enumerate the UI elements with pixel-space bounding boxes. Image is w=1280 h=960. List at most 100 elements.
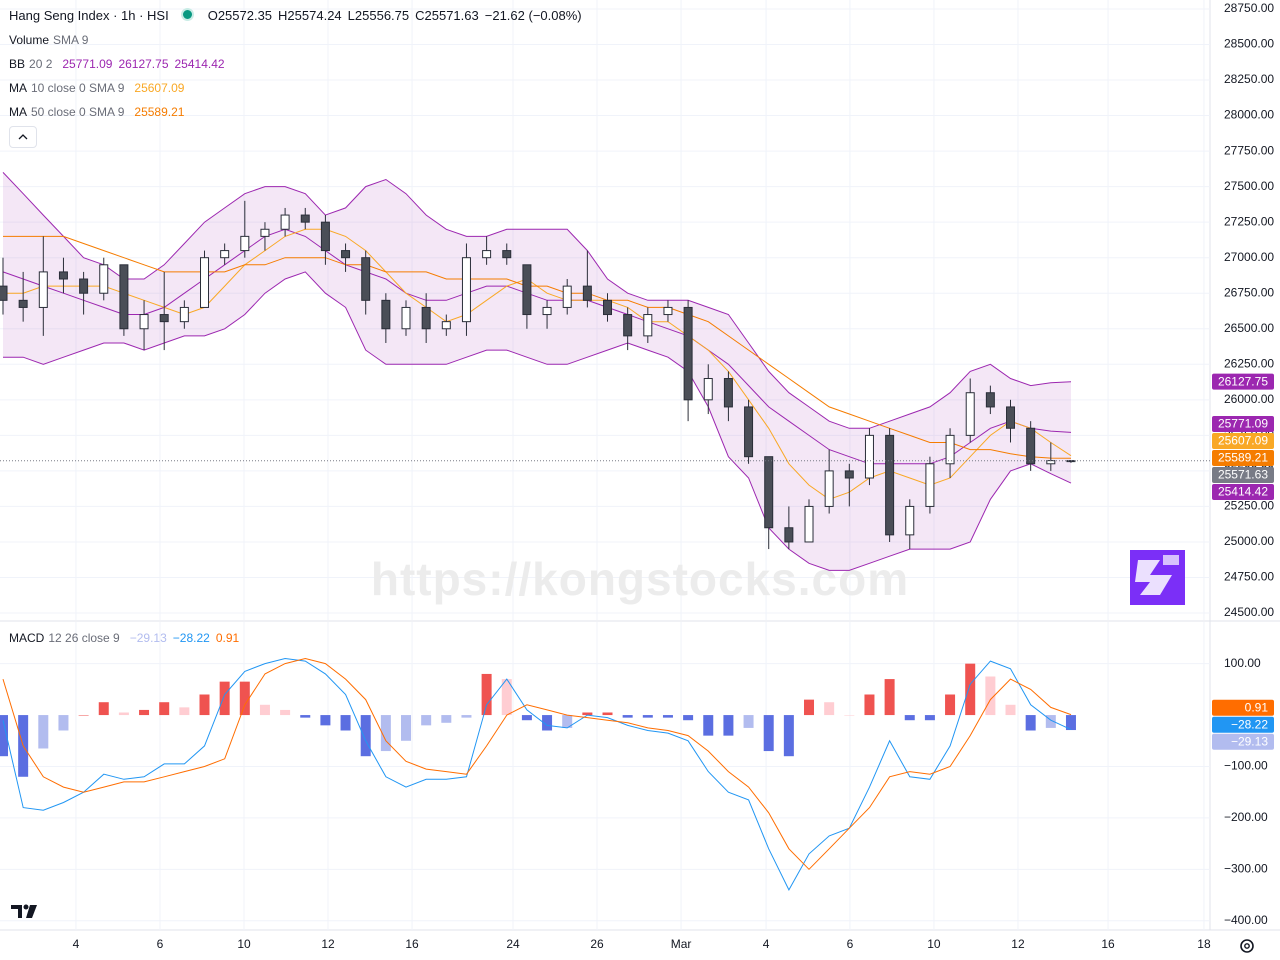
band-fill bbox=[3, 172, 1071, 571]
candle-body bbox=[623, 314, 633, 337]
price-tag bbox=[1212, 716, 1274, 733]
indicator-line bbox=[2, 172, 1072, 429]
y-tick-label: 27750.00 bbox=[1224, 143, 1274, 157]
histogram-bar bbox=[844, 715, 855, 716]
candle-body bbox=[341, 250, 351, 259]
y-tick-label: −400.00 bbox=[1224, 913, 1268, 927]
candle-body bbox=[79, 278, 89, 294]
candle-body bbox=[139, 314, 149, 330]
histogram-bar bbox=[582, 712, 593, 716]
legend-value: 26127.75 bbox=[118, 57, 169, 71]
histogram-bar bbox=[481, 673, 492, 716]
price-tag bbox=[1212, 373, 1274, 390]
collapse-icon bbox=[18, 134, 28, 140]
price-tag bbox=[1212, 467, 1274, 484]
histogram-bar bbox=[441, 715, 452, 723]
legend-name: MA bbox=[9, 81, 27, 95]
legend-ohlc: H25574.24 bbox=[278, 8, 342, 23]
settings-gear[interactable] bbox=[1240, 939, 1254, 953]
candle-body bbox=[562, 285, 572, 308]
y-tick-label: 25000.00 bbox=[1224, 534, 1274, 548]
price-tag bbox=[1212, 433, 1274, 450]
price-tag-label: 25771.09 bbox=[1218, 417, 1268, 431]
legend-indicator-row[interactable]: MA 50 close 0 SMA 9 25589.21 bbox=[9, 104, 190, 120]
candle-body bbox=[441, 321, 451, 330]
histogram-bar bbox=[602, 712, 613, 716]
macd-line bbox=[2, 657, 1072, 891]
price-tag-label: −28.22 bbox=[1231, 717, 1268, 731]
legend-ohlc: O25572.35 bbox=[207, 8, 273, 23]
candle-body bbox=[925, 463, 935, 507]
y-tick-label: 26750.00 bbox=[1224, 285, 1274, 299]
price-tag-label: 25414.42 bbox=[1218, 485, 1268, 499]
histogram-bar bbox=[461, 715, 472, 718]
candle-body bbox=[320, 221, 330, 252]
candle-body bbox=[643, 314, 653, 337]
candle-body bbox=[885, 434, 895, 536]
price-tag bbox=[1212, 699, 1274, 716]
histogram-bar bbox=[521, 715, 532, 721]
legend-value: 25771.09 bbox=[62, 57, 113, 71]
candle-body bbox=[703, 378, 713, 401]
x-tick-label: 4 bbox=[763, 937, 770, 951]
legend-ohlc: −21.62 (−0.08%) bbox=[484, 8, 582, 23]
legend-name: MACD bbox=[9, 631, 45, 645]
candle-body bbox=[723, 378, 733, 408]
legend-volume-row: Volume SMA 9 bbox=[9, 32, 98, 48]
histogram-bar bbox=[380, 715, 391, 752]
x-tick-label: 26 bbox=[590, 937, 604, 951]
candle-body bbox=[58, 271, 68, 280]
y-tick-label: −100.00 bbox=[1224, 759, 1268, 773]
histogram-bar bbox=[38, 715, 49, 749]
candle-body bbox=[764, 456, 774, 529]
y-tick-label: 100.00 bbox=[1224, 656, 1261, 670]
collapse-legend-button[interactable] bbox=[9, 126, 37, 148]
watermark: https://kongstocks.com bbox=[371, 553, 909, 605]
x-tick-label: 6 bbox=[847, 937, 854, 951]
candle-body bbox=[401, 306, 411, 330]
y-tick-label: 28500.00 bbox=[1224, 37, 1274, 51]
histogram-bar bbox=[1025, 715, 1036, 731]
x-tick-label: 16 bbox=[1101, 937, 1115, 951]
x-tick-label: 4 bbox=[73, 937, 80, 951]
histogram-bar bbox=[965, 663, 976, 716]
candle-body bbox=[1006, 406, 1016, 429]
histogram-bar bbox=[159, 702, 170, 716]
x-tick-label: 16 bbox=[405, 937, 419, 951]
legend-name: BB bbox=[9, 57, 26, 71]
candle-body bbox=[502, 250, 512, 259]
histogram-bar bbox=[642, 715, 653, 718]
histogram-bar bbox=[98, 702, 109, 716]
candle-body bbox=[482, 250, 492, 259]
x-tick-label: 12 bbox=[1011, 937, 1025, 951]
y-tick-label: 26500.00 bbox=[1224, 321, 1274, 335]
histogram-bar bbox=[703, 715, 714, 736]
histogram-bar bbox=[945, 694, 956, 716]
histogram-bar bbox=[824, 702, 835, 716]
legend-value: 25589.21 bbox=[134, 105, 185, 119]
legend-indicator-row[interactable]: MA 10 close 0 SMA 9 25607.09 bbox=[9, 80, 190, 96]
candle-body bbox=[0, 285, 8, 301]
histogram-bar bbox=[985, 676, 996, 716]
x-tick-label: 10 bbox=[237, 937, 251, 951]
histogram-bar bbox=[924, 715, 935, 721]
histogram-bar bbox=[904, 715, 915, 721]
candle-body bbox=[361, 257, 371, 301]
histogram-bar bbox=[78, 715, 89, 716]
x-tick-label: 6 bbox=[157, 937, 164, 951]
legend-indicator-row[interactable]: BB 20 2 25771.09 26127.75 25414.42 bbox=[9, 56, 231, 72]
legend-title-row: Hang Seng Index · 1h · HSI O25572.35 H2557… bbox=[9, 8, 588, 24]
candle-body bbox=[603, 299, 613, 316]
price-tag-label: 25589.21 bbox=[1218, 451, 1268, 465]
candle-body bbox=[945, 434, 955, 465]
y-tick-label: −200.00 bbox=[1224, 810, 1268, 824]
candle-body bbox=[905, 505, 915, 536]
indicator-line bbox=[3, 271, 1072, 571]
y-tick-label: 24750.00 bbox=[1224, 570, 1274, 584]
price-tag-label: 25607.09 bbox=[1218, 434, 1268, 448]
price-tag-label: 0.91 bbox=[1245, 700, 1269, 714]
candle-body bbox=[542, 306, 552, 316]
tradingview-logo[interactable] bbox=[11, 904, 37, 919]
